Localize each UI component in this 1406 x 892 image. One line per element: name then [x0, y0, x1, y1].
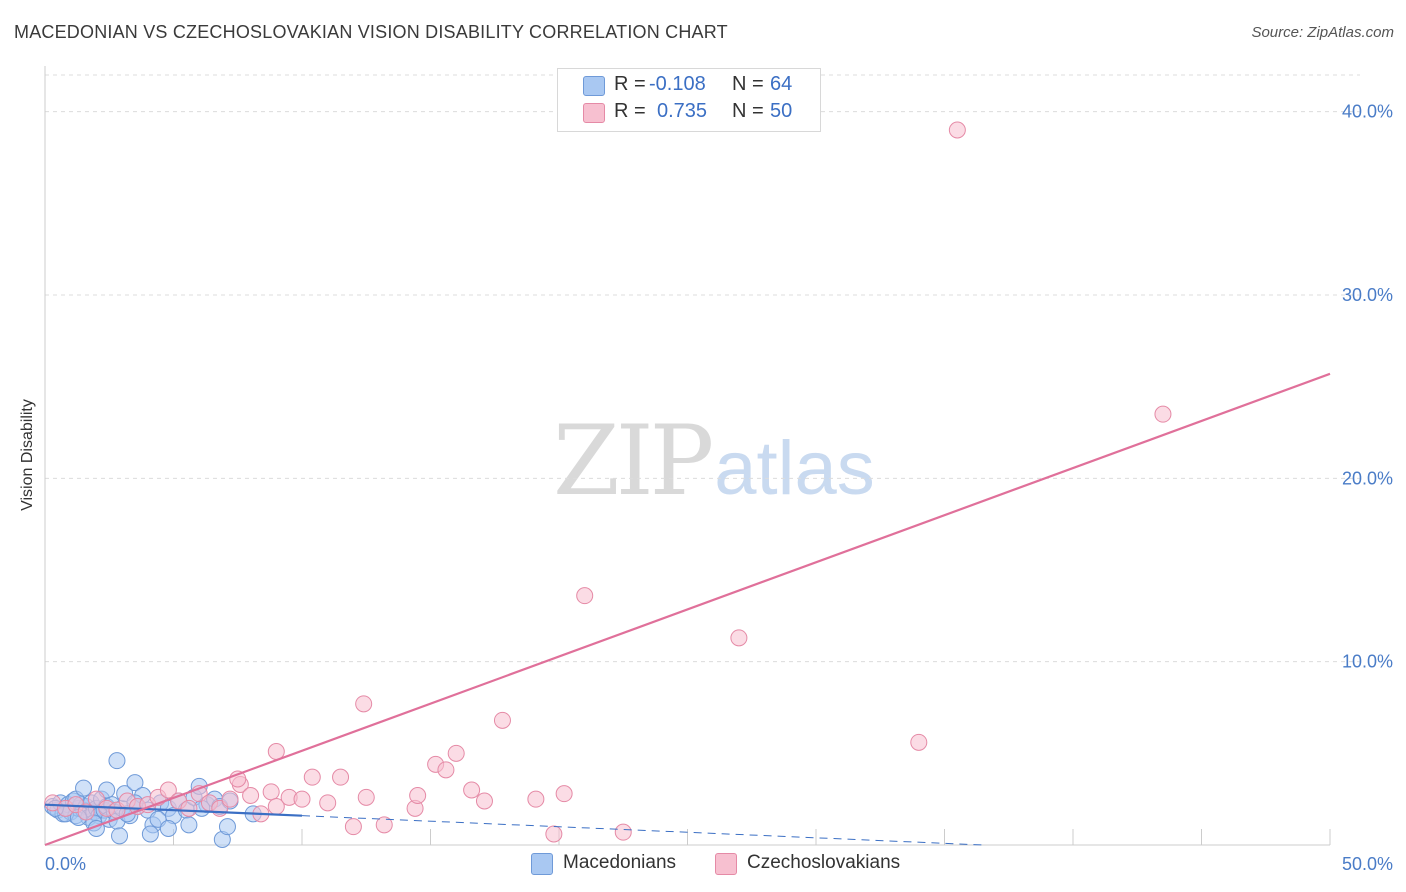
data-point — [108, 752, 126, 770]
grid-lines — [45, 74, 1360, 663]
data-point — [910, 733, 928, 751]
stats-n-label: N = — [732, 73, 764, 95]
legend-label-czechoslovakians: Czechoslovakians — [747, 852, 901, 873]
data-point — [262, 783, 280, 801]
data-point — [375, 816, 393, 834]
data-point — [180, 799, 198, 817]
axes — [44, 66, 1331, 846]
data-point — [111, 827, 129, 845]
trend-line-macedonians — [44, 803, 303, 817]
chart-title: MACEDONIAN VS CZECHOSLOVAKIAN VISION DIS… — [14, 22, 728, 42]
legend-swatch-czechoslovakians — [715, 853, 737, 875]
stats-n-value: 50 — [770, 100, 793, 122]
x-tick-label: 0.0% — [45, 854, 86, 874]
data-point — [357, 788, 375, 806]
data-point — [218, 818, 236, 836]
y-tick-label: 40.0% — [1342, 102, 1393, 122]
stats-swatch-czechoslovakians — [583, 103, 605, 123]
data-point — [493, 711, 511, 729]
data-point — [463, 781, 481, 799]
data-point — [576, 587, 594, 605]
data-point — [303, 768, 321, 786]
trend-line-macedonians-extension — [301, 815, 984, 846]
legend-label-macedonians: Macedonians — [563, 852, 677, 873]
data-point — [948, 121, 966, 139]
trend-line-czechoslovakians — [44, 372, 1331, 847]
stats-n-label: N = — [732, 100, 764, 122]
watermark: ZIPatlas — [553, 405, 875, 517]
data-point — [332, 768, 350, 786]
data-point — [614, 823, 632, 841]
data-point — [355, 695, 373, 713]
watermark-atlas: atlas — [714, 426, 875, 511]
x-tick-label: 50.0% — [1342, 854, 1393, 874]
y-tick-label: 20.0% — [1342, 468, 1393, 488]
data-point — [437, 761, 455, 779]
data-point — [409, 787, 427, 804]
y-tick-label: 30.0% — [1342, 285, 1393, 305]
series-czechoslovakians-points — [44, 121, 1172, 843]
data-point — [126, 774, 144, 792]
tick-labels: 10.0% 20.0% 30.0% 40.0% 0.0% 50.0% — [45, 102, 1393, 874]
data-point — [77, 803, 95, 821]
stats-swatch-macedonians — [583, 76, 605, 96]
stats-r-label: R = — [614, 73, 646, 95]
data-point — [159, 781, 177, 799]
data-point — [141, 825, 159, 843]
stats-box: R = -0.108 N = 64 R = 0.735 N = 50 — [557, 68, 821, 132]
data-point — [319, 794, 337, 812]
data-point — [75, 779, 93, 797]
legend-swatch-macedonians — [531, 853, 553, 875]
trend-lines — [44, 372, 1331, 847]
stats-n-value: 64 — [770, 73, 793, 95]
stats-r-value: 0.735 — [657, 100, 708, 122]
stats-r-label: R = — [614, 100, 646, 122]
data-point — [555, 785, 573, 803]
data-point — [1154, 405, 1172, 423]
stats-r-value: -0.108 — [649, 73, 706, 95]
y-tick-label: 10.0% — [1342, 652, 1393, 672]
data-point — [159, 820, 177, 837]
data-point — [545, 825, 563, 843]
watermark-zip: ZIP — [553, 405, 714, 517]
data-point — [447, 744, 465, 762]
data-point — [344, 818, 362, 836]
data-point — [527, 790, 545, 808]
source-label: Source: ZipAtlas.com — [1251, 24, 1394, 41]
data-point — [221, 790, 239, 808]
data-point — [293, 790, 311, 808]
data-point — [180, 816, 198, 834]
data-point — [475, 792, 493, 810]
data-point — [730, 629, 748, 647]
data-point — [242, 787, 260, 804]
